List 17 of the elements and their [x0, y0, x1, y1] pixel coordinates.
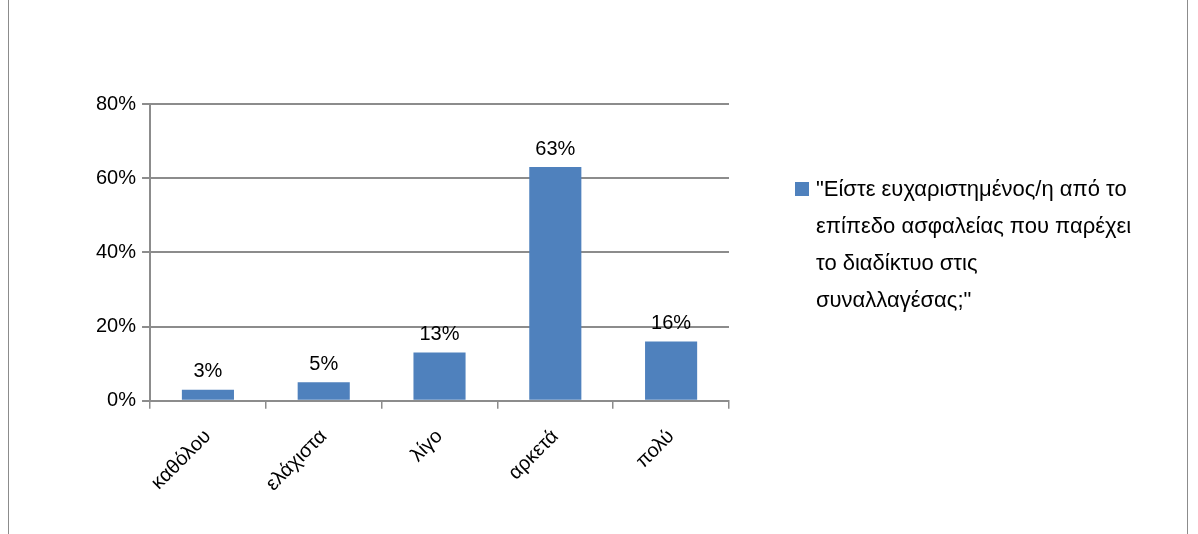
data-label: 13% [419, 322, 460, 345]
data-label: 16% [651, 310, 692, 333]
data-label: 3% [193, 359, 223, 382]
bar [297, 382, 350, 400]
y-tick-label: 0% [107, 388, 137, 411]
x-tick-label: λίγο [405, 424, 447, 466]
y-tick-label: 40% [96, 239, 137, 262]
bar [645, 341, 698, 400]
y-tick-label: 20% [96, 314, 137, 337]
data-label: 63% [535, 136, 576, 159]
bar [413, 352, 466, 400]
data-label: 5% [309, 351, 339, 374]
y-tick-label: 80% [96, 91, 137, 114]
bar [181, 389, 234, 400]
y-tick-label: 60% [96, 165, 137, 188]
bar [529, 167, 582, 400]
legend-label: "Είστε ευχαριστημένος/η από το επίπεδο ασφαλείας που παρέχει το διαδίκτυο στις συναλλαγέσας;" [816, 175, 1133, 314]
